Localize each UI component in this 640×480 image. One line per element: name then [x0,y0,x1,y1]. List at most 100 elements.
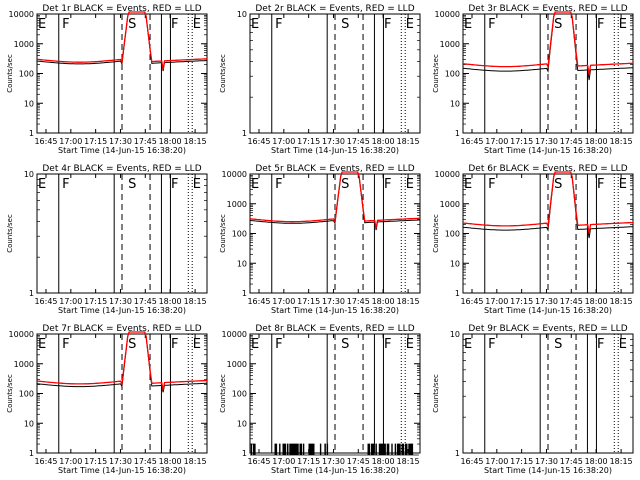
x-tick-label: 17:15 [297,297,320,306]
state-marker-e: E [251,337,259,352]
x-tick-label: 17:15 [297,457,320,466]
x-tick-label: 17:30 [322,137,345,146]
y-tick-label: 1 [455,129,460,138]
x-tick-label: 16:45 [460,297,483,306]
x-tick-label: 17:15 [510,297,533,306]
x-tick-label: 17:00 [485,137,508,146]
state-marker-s: S [554,177,562,192]
x-tick-label: 18:15 [184,457,207,466]
state-marker-e: E [38,177,46,192]
y-tick-label: 1 [242,289,247,298]
state-marker-e: E [464,17,472,32]
x-axis-label: Start Time (14-Jun-15 16:38:20) [58,466,186,475]
panel-det-8r: Det 8r BLACK = Events, RED = LLD 1 10 100 10… [219,324,421,475]
x-tick-label: 17:15 [84,457,107,466]
x-tick-label: 17:45 [560,297,583,306]
state-marker-e: E [38,337,46,352]
x-tick-label: 17:30 [535,137,558,146]
x-tick-label: 17:00 [59,137,82,146]
state-marker-f: F [62,337,69,352]
x-tick-label: 17:45 [134,137,157,146]
x-tick-label: 17:30 [535,297,558,306]
x-axis-label: Start Time (14-Jun-15 16:38:20) [484,146,612,155]
x-tick-label: 17:15 [510,137,533,146]
state-marker-f: F [384,177,391,192]
y-tick-label: 1000 [227,200,247,209]
y-tick-label: 1 [242,129,247,138]
state-marker-e: E [251,177,259,192]
x-tick-label: 16:45 [460,137,483,146]
y-axis-label: Counts/sec [219,54,227,93]
y-tick-label: 100 [445,230,460,239]
y-tick-label: 100 [445,70,460,79]
x-axis-label: Start Time (14-Jun-15 16:38:20) [271,466,399,475]
x-tick-label: 16:45 [34,457,57,466]
state-marker-e: E [464,177,472,192]
x-tick-label: 17:45 [560,137,583,146]
x-tick-label: 17:00 [485,297,508,306]
state-marker-e: E [406,177,414,192]
y-tick-label: 10 [450,99,460,108]
state-marker-f: F [488,177,495,192]
x-tick-label: 16:45 [460,457,483,466]
x-tick-label: 16:45 [34,137,57,146]
y-tick-label: 1000 [227,360,247,369]
x-tick-label: 18:00 [372,457,395,466]
panel-title: Det 9r BLACK = Events, RED = LLD [468,324,627,334]
state-marker-s: S [128,337,136,352]
y-tick-label: 10 [450,330,460,339]
series-lld-line [249,171,420,229]
state-marker-e: E [193,337,201,352]
y-tick-label: 100 [232,230,247,239]
y-tick-label: 10000 [222,170,247,179]
x-tick-label: 18:00 [585,137,608,146]
state-marker-e: E [193,17,201,32]
state-marker-e: E [406,17,414,32]
state-marker-f: F [62,177,69,192]
series-lld-line [462,171,634,234]
series-events-line [36,331,207,393]
x-axis-label: Start Time (14-Jun-15 16:38:20) [271,306,399,315]
panel-det-6r: Det 6r BLACK = Events, RED = LLD 1 10 100 10… [432,164,634,315]
series-events-line [36,11,208,72]
x-axis-label: Start Time (14-Jun-15 16:38:20) [484,306,612,315]
x-tick-label: 17:00 [59,457,82,466]
panel-title: Det 5r BLACK = Events, RED = LLD [255,164,414,174]
panel-det-3r: Det 3r BLACK = Events, RED = LLD 1 10 100 10… [432,4,634,155]
x-tick-label: 16:45 [247,297,270,306]
panel-title: Det 6r BLACK = Events, RED = LLD [468,164,627,174]
x-tick-label: 17:30 [535,457,558,466]
x-tick-label: 18:00 [585,297,608,306]
state-marker-e: E [619,17,627,32]
y-tick-label: 10000 [222,330,247,339]
state-marker-s: S [128,177,136,192]
panel-title: Det 3r BLACK = Events, RED = LLD [468,4,627,14]
state-marker-e: E [38,17,46,32]
state-marker-e: E [251,17,259,32]
state-marker-e: E [619,337,627,352]
state-marker-f: F [597,337,604,352]
state-marker-s: S [341,17,349,32]
x-tick-label: 18:00 [585,457,608,466]
y-axis-label: Counts/sec [432,374,440,413]
y-tick-label: 100 [19,390,34,399]
x-tick-label: 17:00 [59,297,82,306]
x-tick-label: 18:00 [372,297,395,306]
panel-title: Det 2r BLACK = Events, RED = LLD [255,4,414,14]
x-tick-label: 17:45 [560,457,583,466]
x-tick-label: 18:00 [159,137,182,146]
x-tick-label: 16:45 [34,297,57,306]
x-tick-label: 18:15 [397,137,420,146]
state-marker-f: F [62,17,69,32]
x-tick-label: 17:45 [347,297,370,306]
y-tick-label: 10 [237,419,247,428]
y-tick-label: 10 [237,10,247,19]
x-tick-label: 17:15 [510,457,533,466]
y-tick-label: 1 [29,449,34,458]
panel-det-9r: Det 9r BLACK = Events, RED = LLD 1 10 Count… [432,324,634,475]
panel-title: Det 8r BLACK = Events, RED = LLD [255,324,414,334]
state-marker-f: F [171,177,178,192]
state-marker-s: S [554,337,562,352]
y-tick-label: 1 [29,129,34,138]
state-marker-f: F [488,337,495,352]
